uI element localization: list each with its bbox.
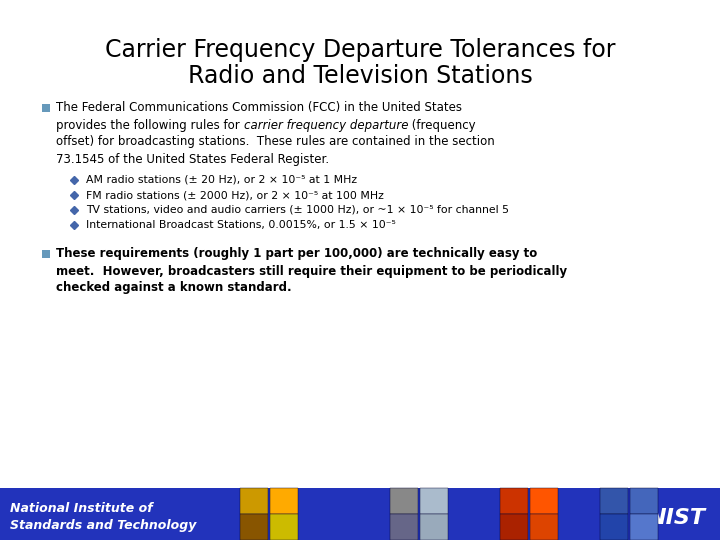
Text: meet.  However, broadcasters still require their equipment to be periodically: meet. However, broadcasters still requir… <box>56 265 567 278</box>
Text: These requirements (roughly 1 part per 100,000) are technically easy to: These requirements (roughly 1 part per 1… <box>56 247 537 260</box>
Bar <box>240 514 268 540</box>
Bar <box>420 514 448 540</box>
Bar <box>500 514 528 540</box>
Bar <box>390 514 418 540</box>
Text: International Broadcast Stations, 0.0015%, or 1.5 × 10⁻⁵: International Broadcast Stations, 0.0015… <box>86 220 396 230</box>
Text: 73.1545 of the United States Federal Register.: 73.1545 of the United States Federal Reg… <box>56 152 329 165</box>
Text: The Federal Communications Commission (FCC) in the United States: The Federal Communications Commission (F… <box>56 102 462 114</box>
Bar <box>600 514 628 540</box>
Text: NIST: NIST <box>648 508 706 528</box>
Text: checked against a known standard.: checked against a known standard. <box>56 281 292 294</box>
Text: provides the following rules for: provides the following rules for <box>56 118 243 132</box>
Bar <box>420 488 448 514</box>
Text: offset) for broadcasting stations.  These rules are contained in the section: offset) for broadcasting stations. These… <box>56 136 495 148</box>
Text: Radio and Television Stations: Radio and Television Stations <box>188 64 532 88</box>
Text: National Institute of: National Institute of <box>10 502 153 515</box>
Bar <box>600 488 628 514</box>
Text: Carrier Frequency Departure Tolerances for: Carrier Frequency Departure Tolerances f… <box>104 38 616 62</box>
Bar <box>270 514 298 540</box>
Bar <box>530 488 558 514</box>
Bar <box>630 514 658 540</box>
Text: Standards and Technology: Standards and Technology <box>10 519 197 532</box>
Text: (frequency: (frequency <box>408 118 476 132</box>
Text: AM radio stations (± 20 Hz), or 2 × 10⁻⁵ at 1 MHz: AM radio stations (± 20 Hz), or 2 × 10⁻⁵… <box>86 175 357 185</box>
Bar <box>42 104 50 112</box>
Bar <box>630 488 658 514</box>
Bar <box>240 488 268 514</box>
Text: TV stations, video and audio carriers (± 1000 Hz), or ~1 × 10⁻⁵ for channel 5: TV stations, video and audio carriers (±… <box>86 205 509 215</box>
Bar <box>500 488 528 514</box>
Bar <box>0 488 720 540</box>
Bar <box>270 488 298 514</box>
Bar <box>390 488 418 514</box>
Bar <box>42 250 50 258</box>
Text: FM radio stations (± 2000 Hz), or 2 × 10⁻⁵ at 100 MHz: FM radio stations (± 2000 Hz), or 2 × 10… <box>86 190 384 200</box>
Bar <box>530 514 558 540</box>
Text: carrier frequency departure: carrier frequency departure <box>243 118 408 132</box>
